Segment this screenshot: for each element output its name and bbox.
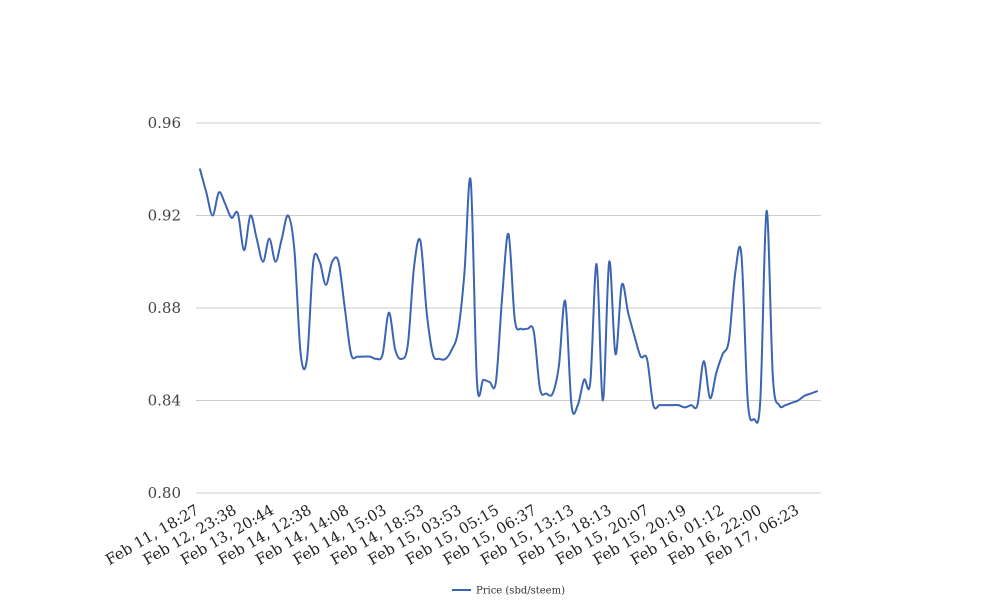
series-layer bbox=[199, 168, 818, 424]
y-tick-label: 0.92 bbox=[148, 207, 181, 225]
legend-label: Price (sbd/steem) bbox=[476, 586, 565, 597]
legend: Price (sbd/steem) bbox=[452, 586, 565, 597]
y-tick-label: 0.88 bbox=[148, 299, 181, 317]
y-tick-label: 0.80 bbox=[148, 484, 181, 502]
grid-lines bbox=[196, 122, 821, 494]
y-tick-label: 0.96 bbox=[148, 114, 181, 132]
y-tick-label: 0.84 bbox=[148, 392, 181, 410]
y-axis-ticks: 0.80 0.84 0.88 0.92 0.96 bbox=[148, 114, 181, 502]
series-line-price bbox=[199, 168, 818, 424]
